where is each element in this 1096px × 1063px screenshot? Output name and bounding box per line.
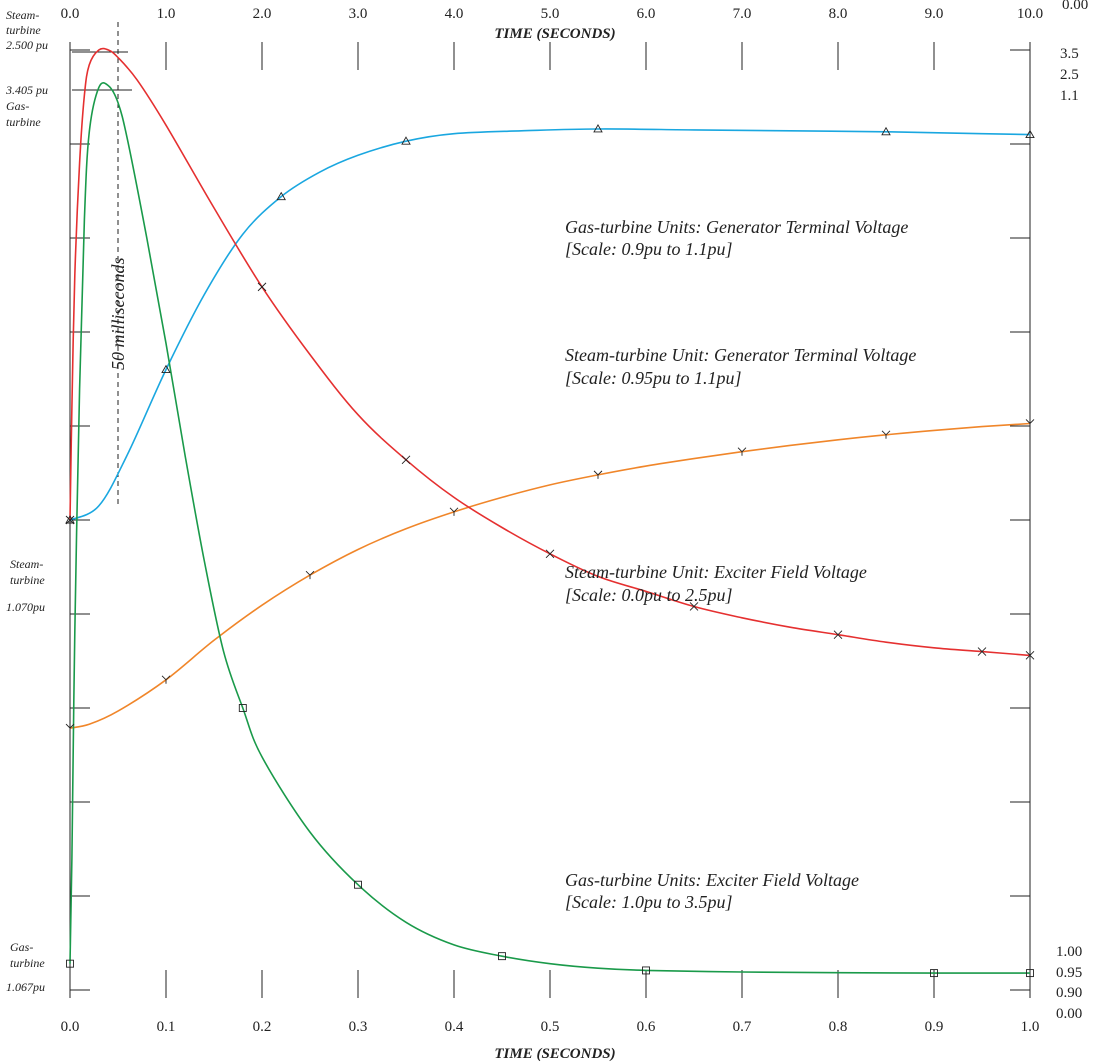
right-label-0-95: 0.95 [1056, 965, 1082, 981]
right-label-1-1: 1.1 [1060, 88, 1079, 104]
point-gas-terminal-voltage [593, 124, 603, 133]
point-gas-exciter-voltage [930, 969, 938, 978]
bottom-tick-label: 0.8 [829, 1019, 848, 1035]
point-steam-terminal-voltage [1025, 419, 1035, 428]
point-gas-exciter-voltage [66, 959, 74, 968]
top-tick-label: 7.0 [733, 6, 752, 22]
bottom-tick-label: 0.4 [445, 1019, 464, 1035]
side-gas-top-3: turbine [6, 115, 41, 129]
bottom-tick-label: 0.3 [349, 1019, 368, 1035]
point-steam-exciter-voltage [689, 602, 699, 611]
point-steam-exciter-voltage [977, 647, 987, 656]
annot-50ms: 50 milliseconds [108, 258, 128, 371]
point-steam-exciter-voltage [545, 549, 555, 559]
series-gas-exciter-voltage [69, 81, 1030, 974]
top-tick-label: 6.0 [637, 6, 656, 22]
top-tick-label: 1.0 [157, 6, 176, 22]
side-steam-top-2: turbine [6, 23, 41, 37]
point-gas-terminal-voltage [401, 136, 411, 145]
point-steam-exciter-voltage [1025, 651, 1035, 660]
point-gas-terminal-voltage [1025, 129, 1035, 139]
point-steam-terminal-voltage [593, 470, 603, 479]
point-gas-terminal-voltage [65, 515, 75, 524]
bottom-tick-label: 0.7 [733, 1019, 752, 1035]
right-label-0-00: 0.00 [1056, 1006, 1082, 1022]
top-tick-label: 5.0 [541, 6, 560, 22]
top-tick-label: 8.0 [829, 6, 848, 22]
side-steam-init-2: turbine [10, 573, 45, 587]
bottom-tick-label: 0.2 [253, 1019, 272, 1035]
bottom-tick-label: 1.0 [1021, 1019, 1040, 1035]
annot-steam-terminal-title: Steam-turbine Unit: Generator Terminal V… [565, 345, 916, 365]
point-gas-terminal-voltage [881, 126, 891, 136]
point-steam-exciter-voltage [65, 515, 75, 525]
point-steam-terminal-voltage [65, 723, 75, 733]
annot-steam-terminal-scale: [Scale: 0.95pu to 1.1pu] [565, 368, 741, 388]
bottom-tick-label: 0.1 [157, 1019, 176, 1035]
point-steam-terminal-voltage [881, 430, 891, 439]
top-tick-label: 3.0 [349, 6, 368, 22]
annot-gas-terminal-title: Gas-turbine Units: Generator Terminal Vo… [565, 217, 908, 237]
chart-axes: 0.0 0.0 1.0 0.1 2.0 0.2 3.0 0.3 4.0 0.4 5.0 0.5 6.0 0… [61, 6, 1044, 1035]
point-steam-exciter-voltage [401, 455, 411, 465]
point-gas-terminal-voltage [161, 364, 171, 374]
bottom-tick-label: 0.9 [925, 1019, 944, 1035]
right-label-1-00: 1.00 [1056, 944, 1082, 960]
top-tick-label: 2.0 [253, 6, 272, 22]
point-gas-exciter-voltage [498, 952, 506, 961]
side-steam-init-3: 1.070pu [6, 600, 45, 614]
point-steam-terminal-voltage [449, 507, 459, 516]
point-gas-exciter-voltage [642, 966, 650, 975]
side-labels: Steam- turbine 2.500 pu 3.405 pu Gas- tu… [5, 8, 48, 994]
bottom-tick-label: 0.0 [61, 1019, 80, 1035]
top-tick-label: 0.0 [61, 6, 80, 22]
bottom-axis-title: TIME (SECONDS) [494, 1046, 615, 1062]
point-gas-exciter-voltage [1026, 969, 1034, 978]
point-gas-terminal-voltage [276, 191, 286, 201]
series-steam-terminal-voltage [69, 422, 1031, 729]
corner-label: 0.00 [1062, 0, 1088, 13]
right-label-2-5: 2.5 [1060, 67, 1079, 83]
right-label-0-90: 0.90 [1056, 985, 1082, 1001]
top-tick-label: 4.0 [445, 6, 464, 22]
annot-steam-exciter-title: Steam-turbine Unit: Exciter Field Voltag… [565, 562, 867, 582]
bottom-tick-label: 0.6 [637, 1019, 656, 1035]
side-steam-top-3: 2.500 pu [6, 38, 48, 52]
point-gas-exciter-voltage [354, 880, 362, 889]
point-steam-exciter-voltage [833, 630, 843, 639]
annot-gas-exciter-scale: [Scale: 1.0pu to 3.5pu] [565, 892, 732, 912]
side-steam-top-1: Steam- [6, 8, 39, 22]
chart-markers [65, 124, 1035, 978]
side-gas-top-2: Gas- [6, 99, 29, 113]
right-label-3-5: 3.5 [1060, 46, 1079, 62]
bottom-tick-label: 0.5 [541, 1019, 560, 1035]
annotations: Gas-turbine Units: Generator Terminal Vo… [108, 217, 916, 912]
side-gas-top-1: 3.405 pu [5, 83, 48, 97]
point-steam-terminal-voltage [161, 675, 171, 684]
side-gas-init-2: turbine [10, 956, 45, 970]
annot-gas-exciter-title: Gas-turbine Units: Exciter Field Voltage [565, 870, 859, 890]
chart-curves [69, 47, 1031, 974]
series-steam-exciter-voltage [69, 47, 1031, 657]
annot-steam-exciter-scale: [Scale: 0.0pu to 2.5pu] [565, 585, 732, 605]
side-steam-init-1: Steam- [10, 557, 43, 571]
side-gas-init-1: Gas- [10, 940, 33, 954]
point-steam-exciter-voltage [257, 282, 267, 292]
point-gas-exciter-voltage [238, 704, 247, 712]
top-tick-label: 9.0 [925, 6, 944, 22]
side-gas-init-3: 1.067pu [6, 980, 45, 994]
annot-gas-terminal-scale: [Scale: 0.9pu to 1.1pu] [565, 239, 732, 259]
series-gas-terminal-voltage [69, 128, 1031, 521]
top-axis-title: TIME (SECONDS) [494, 26, 615, 42]
point-steam-terminal-voltage [737, 447, 747, 456]
top-tick-label: 10.0 [1017, 6, 1043, 22]
point-steam-terminal-voltage [305, 570, 315, 580]
